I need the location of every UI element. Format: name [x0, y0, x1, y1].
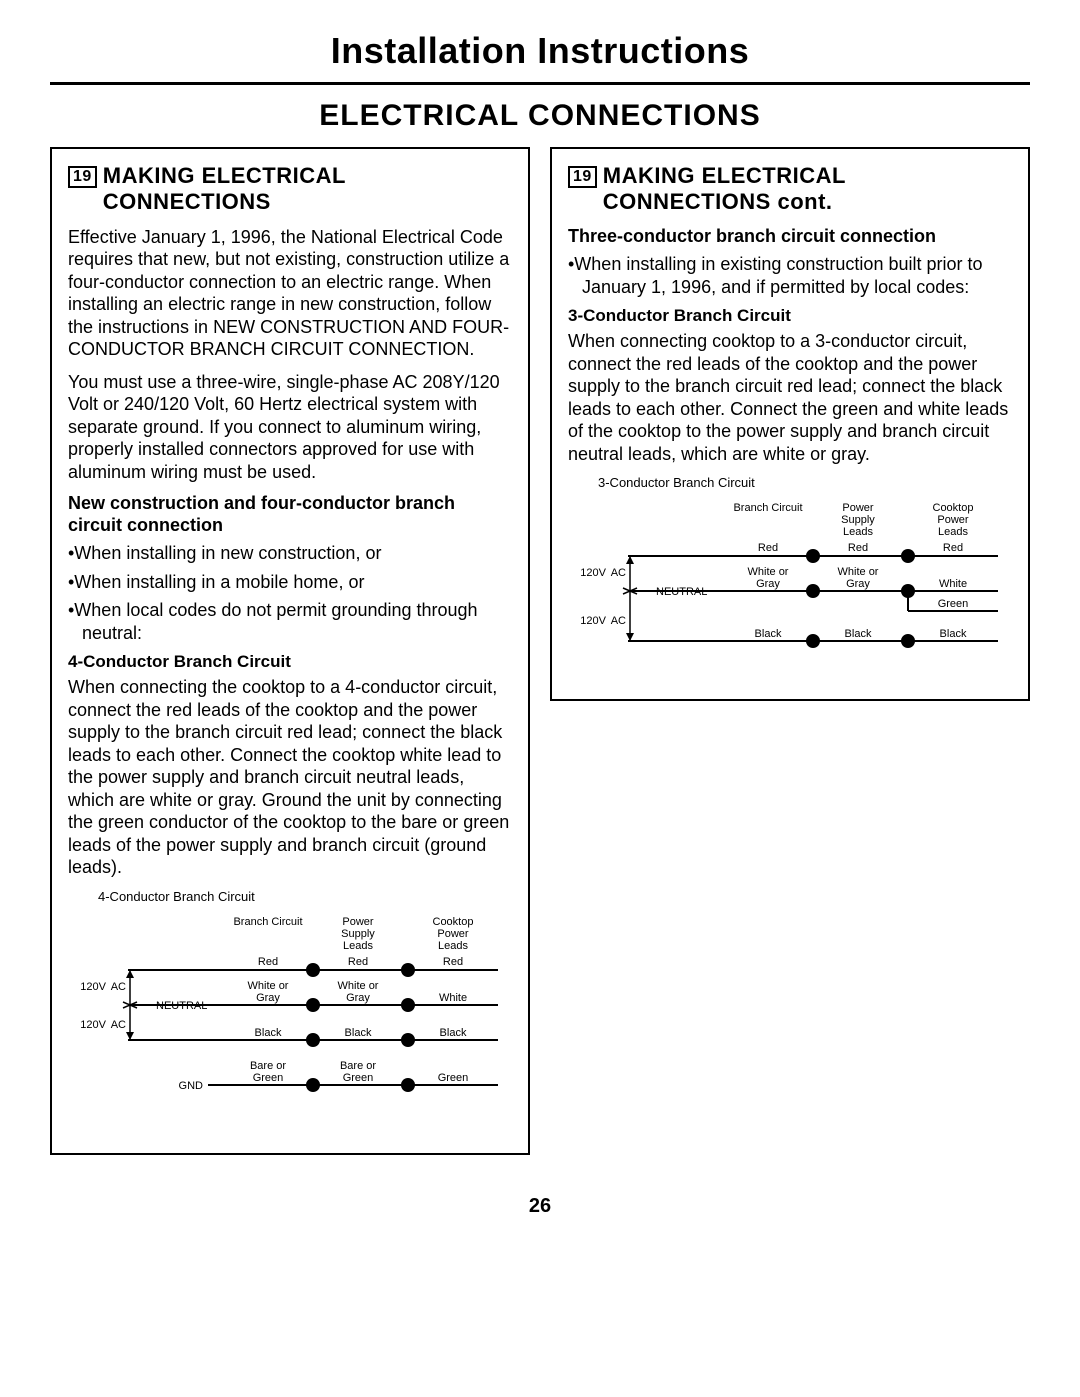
svg-text:Power: Power [437, 928, 469, 940]
page-title: Installation Instructions [50, 30, 1030, 85]
svg-text:Gray: Gray [256, 992, 280, 1004]
left-para-1: Effective January 1, 1996, the National … [68, 226, 512, 361]
svg-text:White or: White or [248, 980, 289, 992]
svg-text:Red: Red [443, 956, 463, 968]
svg-text:Black: Black [440, 1027, 467, 1039]
svg-text:120V: 120V [80, 981, 106, 993]
right-heading-text: MAKING ELECTRICAL CONNECTIONS cont. [603, 163, 1012, 216]
svg-text:Gray: Gray [756, 578, 780, 590]
three-conductor-svg: Branch Circuit Power Supply Leads Cookto… [568, 496, 1008, 676]
svg-text:Red: Red [943, 542, 963, 554]
three-conductor-diagram: 3-Conductor Branch Circuit Branch Circui… [568, 475, 1012, 681]
section-title: ELECTRICAL CONNECTIONS [50, 99, 1030, 133]
four-conductor-diagram: 4-Conductor Branch Circuit Branch Circui… [68, 889, 512, 1135]
svg-text:GND: GND [179, 1080, 204, 1092]
step-number-box: 19 [568, 166, 597, 188]
svg-text:Power: Power [342, 916, 374, 928]
svg-text:Leads: Leads [438, 940, 468, 952]
svg-text:Black: Black [255, 1027, 282, 1039]
svg-text:120V: 120V [580, 615, 606, 627]
svg-text:120V: 120V [80, 1019, 106, 1031]
svg-text:Cooktop: Cooktop [933, 502, 974, 514]
left-heading: 19 MAKING ELECTRICAL CONNECTIONS [68, 163, 512, 216]
left-para-2: You must use a three-wire, single-phase … [68, 371, 512, 484]
svg-text:120V: 120V [580, 567, 606, 579]
diagram-title-3c: 3-Conductor Branch Circuit [598, 475, 1012, 490]
left-column: 19 MAKING ELECTRICAL CONNECTIONS Effecti… [50, 147, 530, 1155]
step-number-box: 19 [68, 166, 97, 188]
page-number: 26 [50, 1195, 1030, 1218]
svg-text:Black: Black [845, 628, 872, 640]
left-para-3: When connecting the cooktop to a 4-condu… [68, 676, 512, 879]
right-heading: 19 MAKING ELECTRICAL CONNECTIONS cont. [568, 163, 1012, 216]
svg-text:White: White [939, 578, 967, 590]
right-subhead-1: Three-conductor branch circuit connectio… [568, 226, 1012, 248]
diagram-title-4c: 4-Conductor Branch Circuit [98, 889, 512, 904]
svg-text:NEUTRAL: NEUTRAL [156, 1000, 207, 1012]
right-column: 19 MAKING ELECTRICAL CONNECTIONS cont. T… [550, 147, 1030, 701]
svg-text:Red: Red [348, 956, 368, 968]
right-para-1: When connecting cooktop to a 3-conductor… [568, 330, 1012, 465]
svg-text:Red: Red [258, 956, 278, 968]
two-column-layout: 19 MAKING ELECTRICAL CONNECTIONS Effecti… [50, 147, 1030, 1155]
left-bullet-2: •When installing in a mobile home, or [68, 571, 512, 594]
svg-text:Power: Power [842, 502, 874, 514]
svg-text:Black: Black [940, 628, 967, 640]
svg-text:Black: Black [755, 628, 782, 640]
svg-text:AC: AC [111, 981, 126, 993]
svg-text:Bare or: Bare or [340, 1060, 376, 1072]
svg-text:White or: White or [748, 566, 789, 578]
svg-text:Green: Green [438, 1072, 469, 1084]
svg-text:Green: Green [343, 1072, 374, 1084]
svg-text:Black: Black [345, 1027, 372, 1039]
svg-text:Gray: Gray [846, 578, 870, 590]
svg-text:White: White [439, 992, 467, 1004]
four-conductor-svg: Branch Circuit Power Supply Leads Cookto… [68, 910, 508, 1130]
svg-text:AC: AC [611, 567, 626, 579]
svg-text:Red: Red [758, 542, 778, 554]
svg-text:NEUTRAL: NEUTRAL [656, 586, 707, 598]
svg-text:Gray: Gray [346, 992, 370, 1004]
svg-text:Supply: Supply [841, 514, 875, 526]
svg-text:AC: AC [111, 1019, 126, 1031]
svg-text:White or: White or [838, 566, 879, 578]
svg-text:Green: Green [938, 598, 969, 610]
svg-text:Cooktop: Cooktop [433, 916, 474, 928]
svg-text:Bare or: Bare or [250, 1060, 286, 1072]
left-bullet-1: •When installing in new construction, or [68, 542, 512, 565]
svg-text:Leads: Leads [343, 940, 373, 952]
left-subhead-2: 4-Conductor Branch Circuit [68, 652, 512, 672]
svg-text:Leads: Leads [843, 526, 873, 538]
svg-text:AC: AC [611, 615, 626, 627]
svg-text:Branch Circuit: Branch Circuit [733, 502, 802, 514]
svg-text:Leads: Leads [938, 526, 968, 538]
svg-text:Branch Circuit: Branch Circuit [233, 916, 302, 928]
right-bullet-1: •When installing in existing constructio… [568, 253, 1012, 298]
svg-text:Supply: Supply [341, 928, 375, 940]
left-heading-text: MAKING ELECTRICAL CONNECTIONS [103, 163, 512, 216]
left-bullet-3: •When local codes do not permit groundin… [68, 599, 512, 644]
svg-text:Green: Green [253, 1072, 284, 1084]
svg-text:Red: Red [848, 542, 868, 554]
svg-text:Power: Power [937, 514, 969, 526]
right-subhead-2: 3-Conductor Branch Circuit [568, 306, 1012, 326]
left-subhead-1: New construction and four-conductor bran… [68, 493, 512, 536]
svg-text:White or: White or [338, 980, 379, 992]
